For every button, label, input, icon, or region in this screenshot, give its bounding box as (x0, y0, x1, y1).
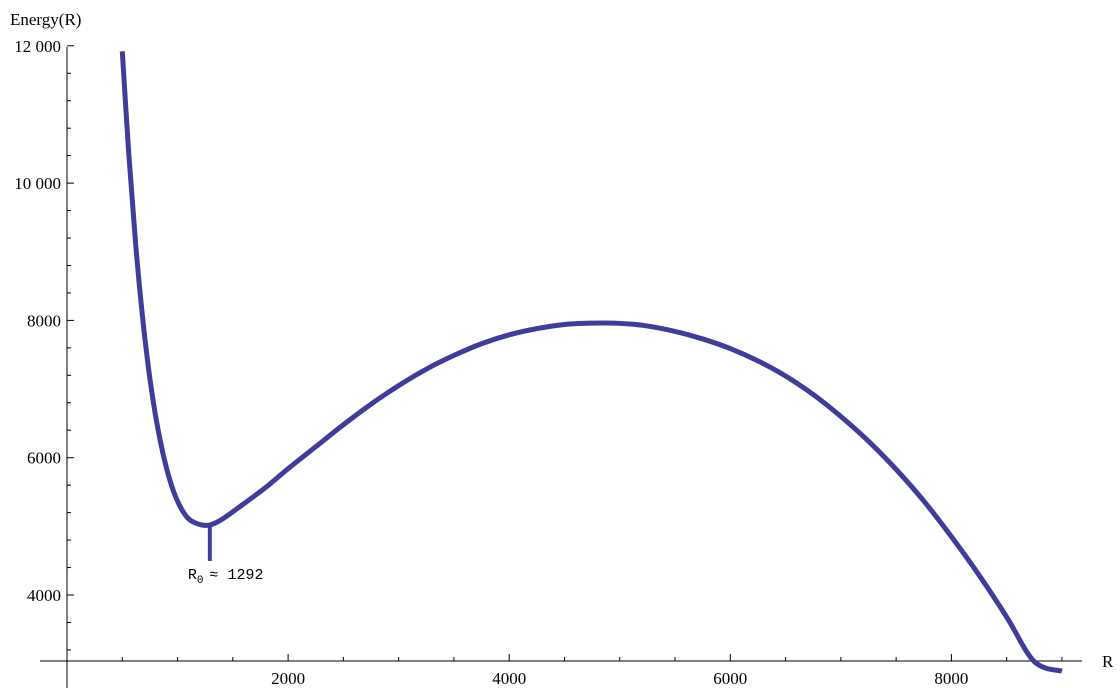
minimum-annotation-label: R0 ≈ 1292 (188, 567, 264, 587)
x-axis-title: R (1102, 652, 1114, 671)
x-ticks (121, 654, 1063, 661)
y-tick-label: 12 000 (14, 37, 61, 56)
y-tick-label: 4000 (27, 586, 61, 605)
axes (40, 47, 1082, 688)
x-tick-labels: 2000 4000 6000 8000 (271, 669, 968, 688)
y-tick-label: 10 000 (14, 174, 61, 193)
annotation-label-sub: 0 (197, 575, 204, 587)
x-tick-label: 6000 (713, 669, 747, 688)
annotation-label-rest: ≈ 1292 (209, 567, 263, 584)
y-ticks (67, 45, 74, 651)
y-tick-label: 6000 (27, 449, 61, 468)
annotation-label-main: R (188, 567, 197, 584)
y-axis-title: Energy(R) (10, 10, 81, 29)
energy-curve (119, 51, 1063, 674)
y-tick-labels: 4000 6000 8000 10 000 12 000 (14, 37, 61, 605)
x-tick-label: 2000 (271, 669, 305, 688)
x-tick-label: 4000 (492, 669, 526, 688)
x-tick-label: 8000 (934, 669, 968, 688)
y-tick-label: 8000 (27, 311, 61, 330)
